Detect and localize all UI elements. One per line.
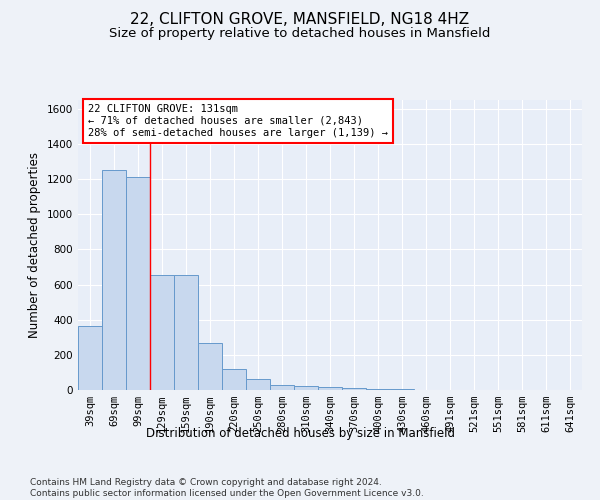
Bar (198, 344, 222, 390)
Bar (390, 389, 414, 390)
Bar (318, 388, 342, 390)
Text: 22, CLIFTON GROVE, MANSFIELD, NG18 4HZ: 22, CLIFTON GROVE, MANSFIELD, NG18 4HZ (130, 12, 470, 28)
Bar (174, 275, 198, 390)
Bar (270, 384, 294, 390)
Bar (150, 275, 174, 390)
Text: Size of property relative to detached houses in Mansfield: Size of property relative to detached ho… (109, 28, 491, 40)
Bar (78, 326, 102, 390)
Text: Distribution of detached houses by size in Mansfield: Distribution of detached houses by size … (146, 428, 455, 440)
Bar (342, 388, 366, 390)
Bar (246, 378, 270, 390)
Text: Contains HM Land Registry data © Crown copyright and database right 2024.
Contai: Contains HM Land Registry data © Crown c… (30, 478, 424, 498)
Bar (102, 170, 126, 390)
Bar (366, 388, 390, 390)
Y-axis label: Number of detached properties: Number of detached properties (28, 152, 41, 338)
Bar (222, 369, 246, 390)
Bar (126, 178, 150, 390)
Text: 22 CLIFTON GROVE: 131sqm
← 71% of detached houses are smaller (2,843)
28% of sem: 22 CLIFTON GROVE: 131sqm ← 71% of detach… (88, 104, 388, 138)
Bar (294, 386, 318, 390)
